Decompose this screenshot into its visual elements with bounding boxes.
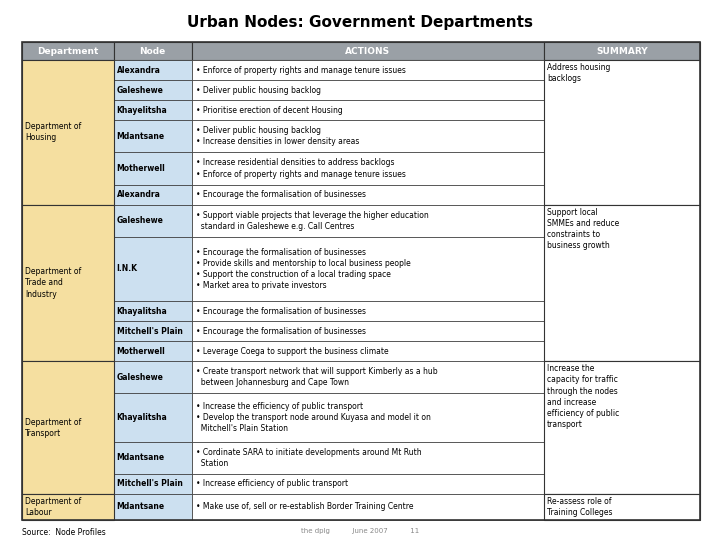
Text: Re-assess role of
Training Colleges: Re-assess role of Training Colleges [547,497,613,517]
Text: • Encourage the formalisation of businesses: • Encourage the formalisation of busines… [196,190,366,199]
Text: Galeshewe: Galeshewe [117,216,163,225]
Text: Source:  Node Profiles: Source: Node Profiles [22,528,106,537]
Bar [192,152,544,185]
Bar [192,494,544,520]
Bar [192,80,544,100]
Text: Department of
Trade and
Industry: Department of Trade and Industry [25,267,81,299]
Bar [114,152,192,185]
Text: • Increase efficiency of public transport: • Increase efficiency of public transpor… [196,480,348,488]
Bar [192,42,544,60]
Bar [192,120,544,152]
Bar [192,361,544,394]
Text: Khayalitsha: Khayalitsha [117,307,167,315]
Bar [192,185,544,205]
Text: Node: Node [140,46,166,56]
Text: • Create transport network that will support Kimberly as a hub
  between Johanne: • Create transport network that will sup… [196,367,437,387]
Bar [114,341,192,361]
Bar [114,205,192,237]
Bar [192,100,544,120]
Bar [114,60,192,80]
Text: • Prioritise erection of decent Housing: • Prioritise erection of decent Housing [196,106,342,114]
Bar [192,205,544,237]
Text: Department of
Transport: Department of Transport [25,417,81,437]
Bar [192,442,544,474]
Text: Galeshewe: Galeshewe [117,373,163,382]
Bar [192,394,544,442]
Bar [114,42,192,60]
Text: ACTIONS: ACTIONS [345,46,390,56]
Text: I.N.K: I.N.K [117,265,138,273]
Bar [192,60,544,80]
Text: Alexandra: Alexandra [117,190,161,199]
Text: SUMMARY: SUMMARY [596,46,648,56]
Bar [192,474,544,494]
Bar [114,442,192,474]
Bar [544,60,700,205]
Text: Motherwell: Motherwell [117,164,166,173]
Text: • Encourage the formalisation of businesses: • Encourage the formalisation of busines… [196,327,366,336]
Text: Khayalitsha: Khayalitsha [117,413,167,422]
Text: Mitchell's Plain: Mitchell's Plain [117,480,182,488]
Bar [114,100,192,120]
Bar [114,185,192,205]
Bar [22,205,114,361]
Text: • Enforce of property rights and manage tenure issues: • Enforce of property rights and manage … [196,65,405,75]
Bar [114,321,192,341]
Text: Mitchell's Plain: Mitchell's Plain [117,327,182,336]
Text: • Leverage Coega to support the business climate: • Leverage Coega to support the business… [196,347,388,356]
Bar [114,120,192,152]
Bar [114,361,192,394]
Text: • Deliver public housing backlog
• Increase densities in lower density areas: • Deliver public housing backlog • Incre… [196,126,359,146]
Text: • Deliver public housing backlog: • Deliver public housing backlog [196,86,320,94]
Text: Department of
Housing: Department of Housing [25,122,81,143]
Bar [22,42,700,520]
Bar [544,42,700,60]
Text: • Encourage the formalisation of businesses
• Provide skills and mentorship to l: • Encourage the formalisation of busines… [196,248,410,290]
Text: Address housing
backlogs: Address housing backlogs [547,63,611,83]
Bar [22,361,114,494]
Bar [544,494,700,520]
Bar [114,301,192,321]
Bar [544,361,700,494]
Bar [114,494,192,520]
Bar [22,60,114,205]
Bar [192,321,544,341]
Bar [114,394,192,442]
Text: Mdantsane: Mdantsane [117,132,165,141]
Text: • Increase residential densities to address backlogs
• Enforce of property right: • Increase residential densities to addr… [196,158,405,179]
Text: • Increase the efficiency of public transport
• Develop the transport node aroun: • Increase the efficiency of public tran… [196,402,431,433]
Text: Department of
Labour: Department of Labour [25,497,81,517]
Text: • Support viable projects that leverage the higher education
  standard in Gales: • Support viable projects that leverage … [196,211,428,231]
Text: Mdantsane: Mdantsane [117,453,165,462]
Bar [22,494,114,520]
Bar [22,42,114,60]
Bar [192,341,544,361]
Text: Mdantsane: Mdantsane [117,502,165,511]
Bar [114,474,192,494]
Bar [192,237,544,301]
Bar [114,80,192,100]
Text: Urban Nodes: Government Departments: Urban Nodes: Government Departments [187,15,533,30]
Text: Increase the
capacity for traffic
through the nodes
and increase
efficiency of p: Increase the capacity for traffic throug… [547,364,619,429]
Text: the dplg          June 2007          11: the dplg June 2007 11 [301,528,419,534]
Text: • Make use of, sell or re-establish Border Training Centre: • Make use of, sell or re-establish Bord… [196,502,413,511]
Text: • Cordinate SARA to initiate developments around Mt Ruth
  Station: • Cordinate SARA to initiate development… [196,448,421,468]
Text: Alexandra: Alexandra [117,65,161,75]
Text: Khayelitsha: Khayelitsha [117,106,167,114]
Text: Support local
SMMEs and reduce
constraints to
business growth: Support local SMMEs and reduce constrain… [547,207,619,250]
Bar [114,237,192,301]
Bar [544,205,700,361]
Text: • Encourage the formalisation of businesses: • Encourage the formalisation of busines… [196,307,366,315]
Text: Motherwell: Motherwell [117,347,166,356]
Text: Galeshewe: Galeshewe [117,86,163,94]
Text: Department: Department [37,46,99,56]
Bar [192,301,544,321]
